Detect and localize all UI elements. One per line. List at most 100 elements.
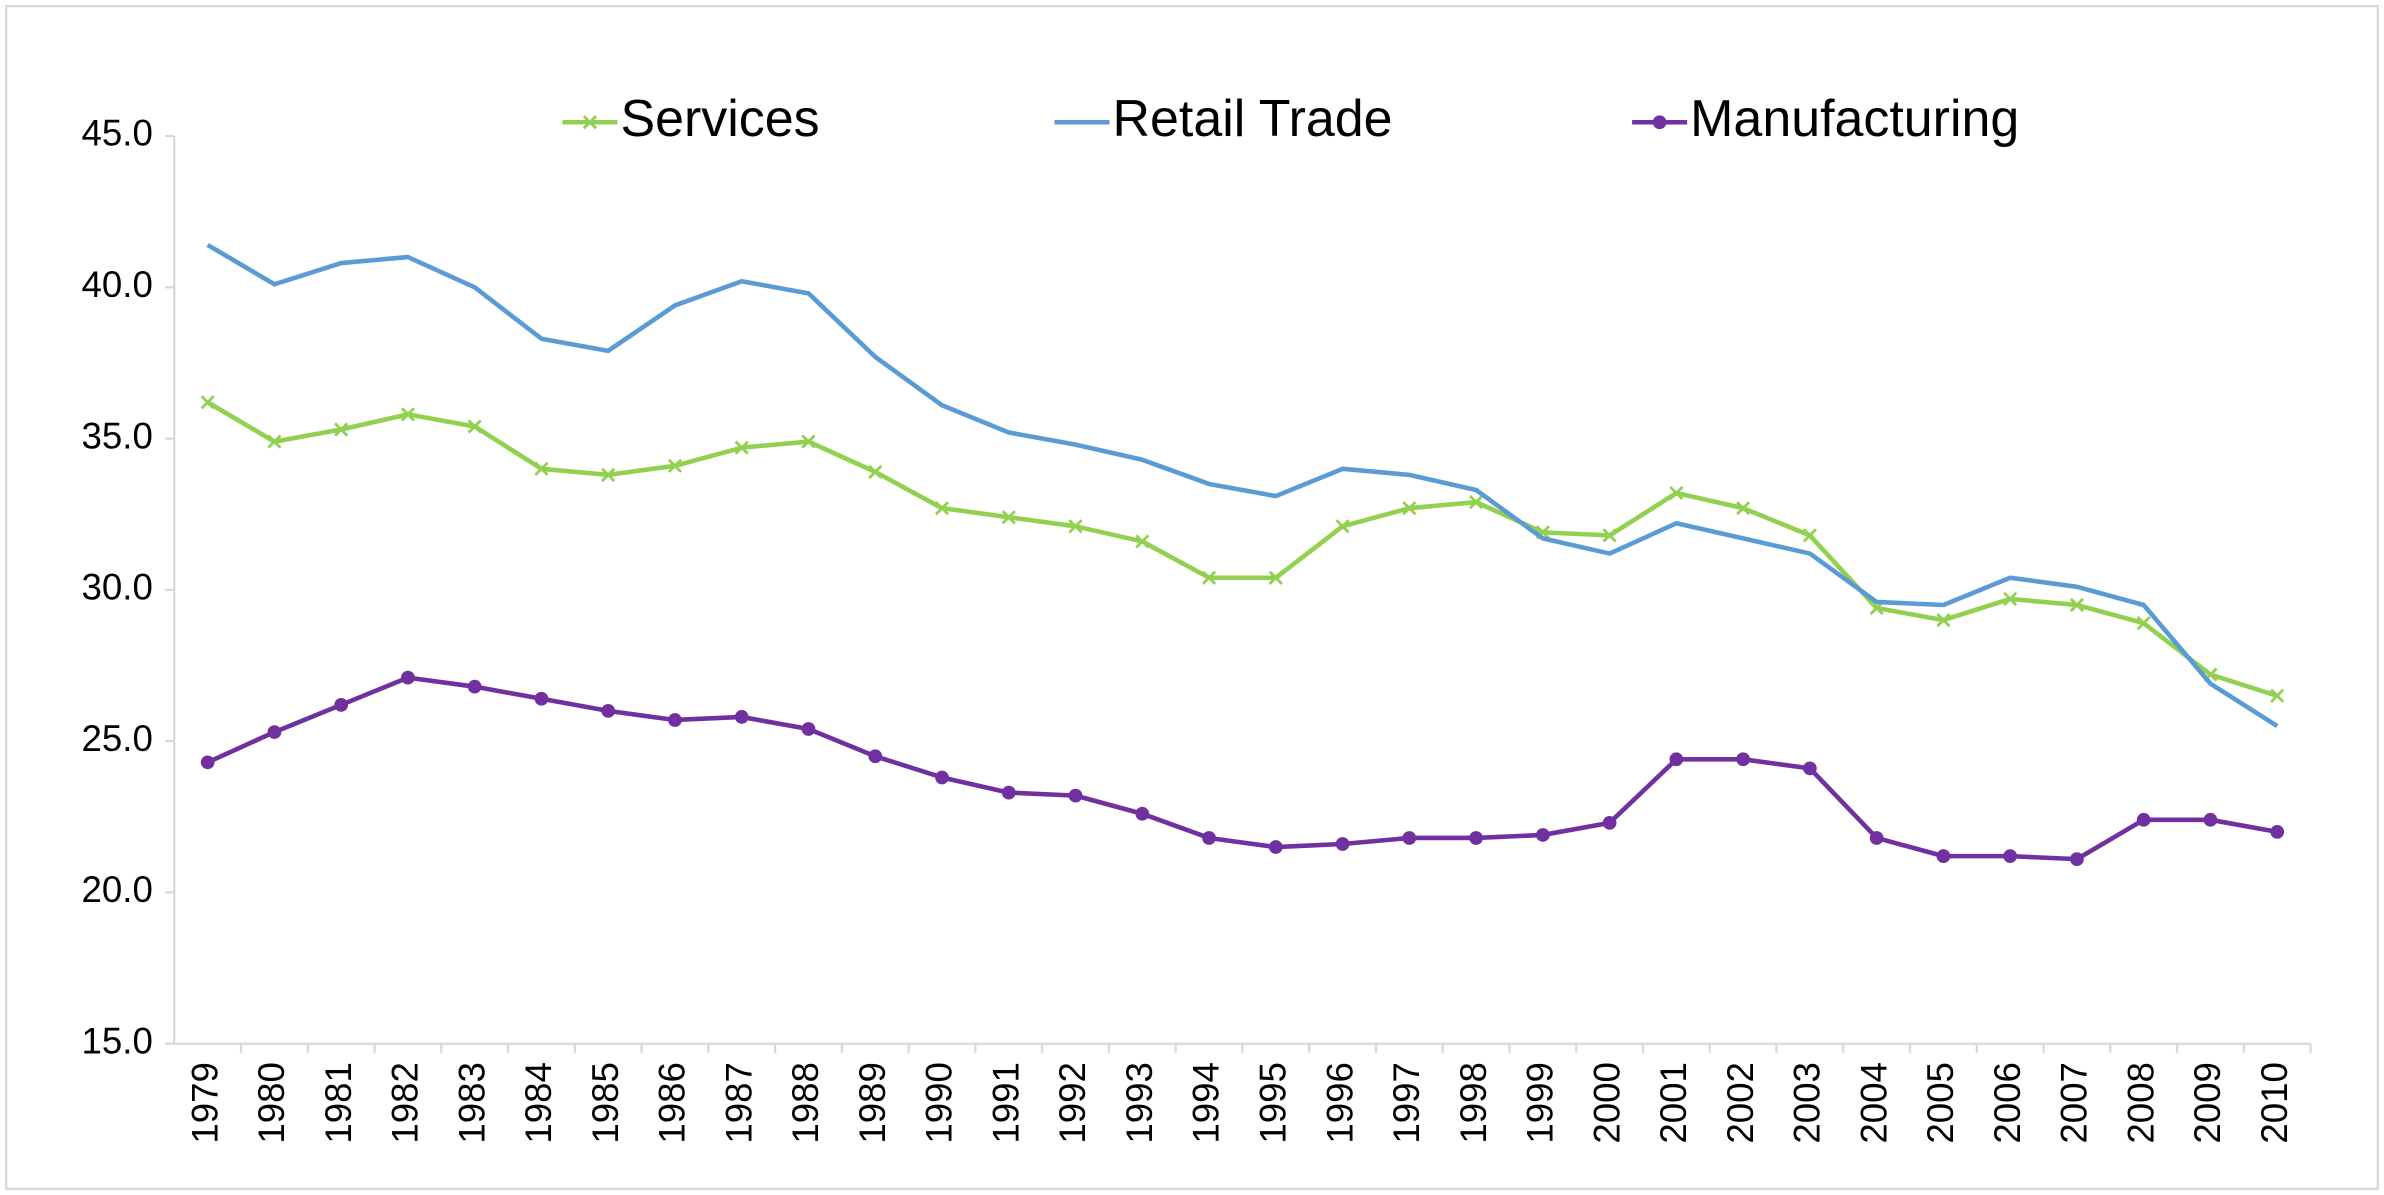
data-point — [734, 710, 749, 724]
data-point — [801, 434, 816, 449]
x-tick-label: 1992 — [1052, 1062, 1093, 1144]
data-point — [334, 697, 349, 712]
data-point — [1402, 501, 1417, 516]
x-tick-label: 2001 — [1653, 1062, 1694, 1144]
x-tick-label: 2005 — [1920, 1062, 1961, 1144]
data-point — [2136, 812, 2151, 827]
x-tick-label: 2008 — [2120, 1062, 2161, 1144]
legend-label: Retail Trade — [1113, 90, 1393, 148]
x-tick-label: 2010 — [2254, 1062, 2295, 1144]
data-point — [1936, 849, 1951, 863]
x-tick-label: 2000 — [1586, 1062, 1627, 1144]
data-point — [200, 395, 215, 410]
data-point — [2203, 812, 2218, 827]
y-tick-label: 45.0 — [82, 113, 153, 154]
x-tick-label: 1981 — [318, 1062, 359, 1144]
data-point — [601, 704, 616, 718]
data-point — [200, 755, 215, 770]
data-point — [1068, 788, 1083, 803]
data-point — [1469, 495, 1484, 510]
data-point — [1602, 815, 1617, 830]
data-point — [334, 422, 349, 437]
x-tick-label: 1988 — [785, 1062, 826, 1144]
x-tick-label: 1980 — [251, 1062, 292, 1144]
x-tick-label: 1995 — [1252, 1062, 1293, 1144]
x-tick-label: 1979 — [184, 1062, 225, 1144]
legend-label: Manufacturing — [1690, 90, 2019, 148]
data-point — [534, 691, 549, 706]
data-point — [1469, 831, 1483, 845]
data-point — [1135, 534, 1150, 549]
y-tick-label: 40.0 — [82, 264, 153, 305]
data-point — [868, 749, 883, 764]
x-tick-label: 2003 — [1787, 1062, 1828, 1144]
data-point — [801, 722, 816, 736]
data-point — [667, 458, 683, 473]
x-tick-label: 1990 — [919, 1062, 960, 1144]
data-point — [1936, 613, 1951, 628]
data-point — [2069, 597, 2085, 613]
x-tick-label: 1982 — [385, 1062, 426, 1144]
data-point — [868, 464, 883, 479]
x-tick-label: 1983 — [451, 1062, 492, 1144]
data-point — [1135, 806, 1150, 821]
data-point — [1335, 837, 1350, 851]
data-point — [534, 461, 549, 476]
data-point — [734, 440, 749, 455]
data-point — [1335, 519, 1350, 534]
x-tick-label: 1996 — [1319, 1062, 1360, 1144]
series-line — [206, 400, 2278, 698]
data-point — [1869, 831, 1884, 845]
data-point — [1535, 828, 1550, 842]
data-point — [668, 713, 682, 727]
data-point — [1001, 785, 1016, 800]
x-tick-label: 2006 — [1987, 1062, 2028, 1144]
data-point — [2070, 852, 2084, 867]
data-point — [1802, 528, 1817, 543]
y-tick-label: 15.0 — [82, 1020, 153, 1061]
data-point — [1068, 519, 1083, 534]
legend-label: Services — [620, 90, 819, 148]
data-point — [1402, 831, 1417, 845]
data-point — [1201, 570, 1217, 585]
data-point — [935, 770, 949, 785]
data-point — [1202, 831, 1216, 845]
data-point — [1268, 570, 1283, 585]
x-tick-label: 1993 — [1119, 1062, 1160, 1144]
data-point — [601, 467, 616, 482]
x-tick-label: 1997 — [1386, 1062, 1427, 1144]
x-tick-label: 2007 — [2054, 1062, 2095, 1144]
legend-marker — [582, 115, 598, 130]
data-point — [2270, 688, 2285, 703]
data-point — [1268, 840, 1283, 854]
series-line — [206, 242, 2279, 728]
data-point — [2003, 849, 2018, 863]
data-point — [400, 407, 416, 422]
data-point — [1669, 485, 1684, 501]
x-tick-label: 1994 — [1186, 1062, 1227, 1144]
y-tick-label: 25.0 — [82, 718, 153, 759]
data-point — [467, 419, 482, 434]
x-tick-label: 1987 — [718, 1062, 759, 1144]
data-point — [2270, 825, 2285, 839]
x-tick-label: 1989 — [852, 1062, 893, 1144]
data-point — [1669, 752, 1684, 767]
chart-border — [5, 4, 2379, 1191]
data-point — [1602, 528, 1617, 543]
data-point — [267, 725, 282, 739]
x-tick-label: 1985 — [585, 1062, 626, 1144]
y-tick-label: 30.0 — [82, 567, 153, 608]
data-point — [1736, 501, 1751, 516]
x-tick-label: 1998 — [1453, 1062, 1494, 1144]
legend-marker — [1652, 115, 1667, 130]
x-tick-label: 2004 — [1853, 1062, 1894, 1144]
x-tick-label: 2002 — [1720, 1062, 1761, 1144]
y-tick-label: 20.0 — [82, 869, 153, 910]
data-point — [2003, 591, 2018, 607]
data-point — [1001, 510, 1016, 525]
y-tick-label: 35.0 — [82, 415, 153, 456]
x-tick-label: 1999 — [1520, 1062, 1561, 1144]
data-point — [2136, 616, 2151, 631]
data-point — [467, 679, 482, 694]
